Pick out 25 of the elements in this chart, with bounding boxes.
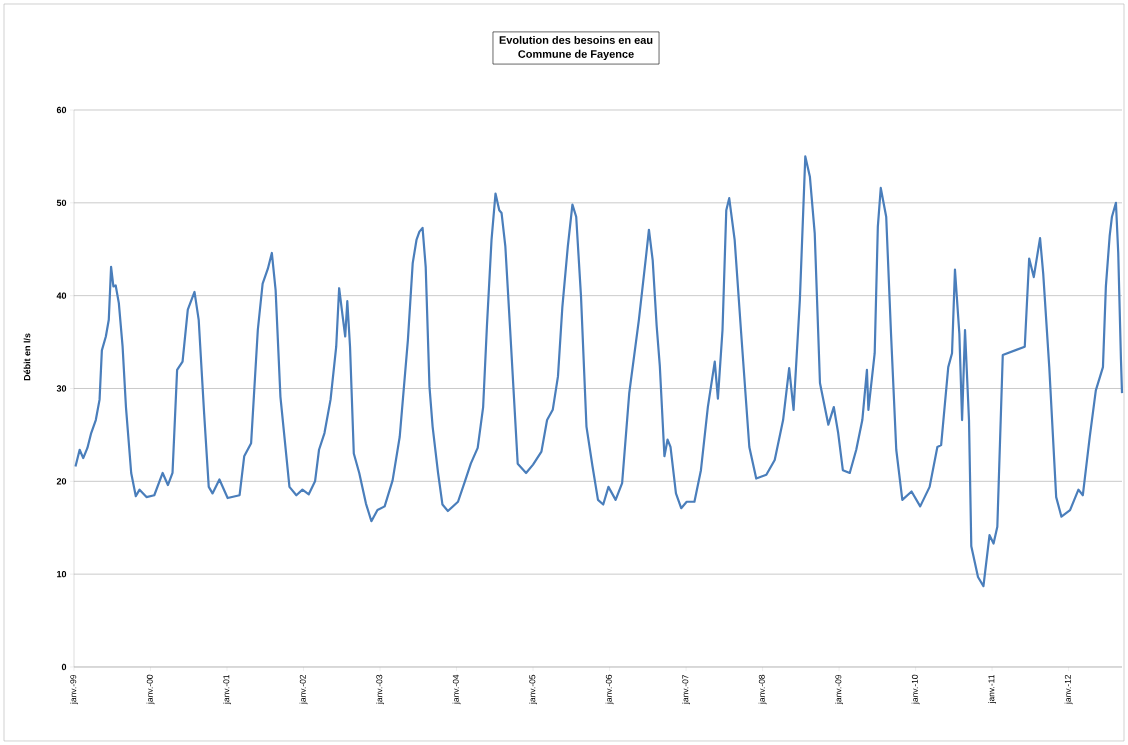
x-tick-label: janv.-02 [299,674,308,705]
x-tick-label: janv.-04 [452,674,461,705]
y-tick-label: 30 [56,385,67,392]
y-tick-label: 0 [61,663,67,671]
x-tick-label: janv.-05 [529,674,537,705]
y-tick-label: 50 [56,199,67,206]
y-tick-label: 10 [57,570,67,578]
x-tick-label: janv.-11 [988,674,997,704]
x-tick-label: janv.-01 [223,674,231,705]
x-tick-label: janv.-10 [911,674,920,705]
y-tick-label: 60 [56,106,67,114]
x-tick-label: janv.-08 [758,674,767,705]
chart-title: Evolution des besoins en eau [499,35,653,44]
chart-subtitle: Commune de Fayence [518,49,634,61]
x-tick-label: janv.-07 [682,674,690,705]
x-tick-label: janv.-12 [1064,674,1073,705]
x-tick-label: janv.-09 [835,674,844,705]
y-tick-label: 20 [56,478,67,485]
y-tick-label: 40 [56,292,67,299]
x-tick-label: janv.-99 [70,674,78,705]
line-series [74,155,1124,588]
x-tick-label: janv.-00 [146,674,155,705]
y-axis-title: Débit en l/s [23,333,31,381]
x-tick-label: janv.-06 [605,674,614,705]
x-tick-label: janv.-03 [376,674,384,705]
